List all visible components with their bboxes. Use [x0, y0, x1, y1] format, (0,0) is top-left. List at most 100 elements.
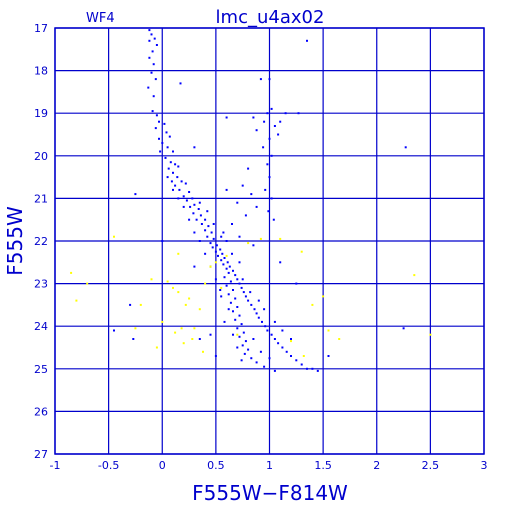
data-point [161, 142, 164, 144]
data-point [222, 263, 225, 266]
data-point [179, 82, 182, 85]
data-point [184, 303, 187, 306]
data-point [172, 171, 174, 174]
data-point [129, 303, 132, 306]
data-point [226, 261, 229, 264]
data-point [263, 308, 266, 311]
y-tick-label: 23 [34, 278, 48, 291]
data-point [166, 146, 169, 149]
data-point [322, 295, 325, 298]
data-point [231, 223, 233, 225]
y-tick-label: 22 [34, 235, 48, 248]
data-point [231, 252, 233, 255]
data-point [232, 310, 234, 313]
data-point [166, 176, 169, 179]
x-axis-title: F555W−F814W [192, 481, 348, 505]
data-point [177, 291, 180, 294]
data-point [163, 122, 166, 125]
data-point [311, 303, 314, 306]
data-point [139, 303, 142, 306]
data-point [311, 367, 314, 370]
data-point [236, 327, 239, 330]
data-point [219, 289, 222, 291]
data-point [198, 201, 201, 204]
data-point [255, 361, 258, 364]
data-point [285, 350, 288, 353]
x-tick-label: -0.5 [98, 459, 119, 472]
data-point [255, 129, 258, 132]
data-point [247, 167, 250, 170]
y-tick-label: 19 [34, 107, 48, 120]
data-point [223, 276, 226, 279]
y-tick-label: 26 [34, 405, 48, 418]
data-point [252, 338, 255, 340]
data-point [182, 205, 185, 208]
data-point [306, 39, 308, 42]
data-point [210, 231, 213, 234]
data-point [150, 71, 153, 74]
data-point [263, 365, 266, 368]
data-point [229, 301, 232, 304]
data-point [217, 254, 219, 257]
data-point [223, 257, 226, 259]
data-point [270, 107, 273, 110]
data-point [259, 78, 262, 81]
data-point [241, 184, 244, 187]
data-point [225, 188, 228, 191]
data-point [151, 50, 154, 53]
data-point [214, 355, 217, 357]
data-point [220, 235, 223, 238]
data-point [273, 338, 276, 340]
data-point [172, 286, 174, 289]
data-point [250, 193, 253, 196]
data-point [198, 240, 201, 242]
data-point [188, 218, 191, 221]
data-point [266, 112, 269, 115]
data-point [185, 199, 188, 202]
data-point [240, 323, 243, 326]
data-point [247, 299, 250, 302]
data-point [290, 340, 292, 343]
data-point [225, 116, 228, 119]
data-point [180, 327, 183, 330]
data-point [270, 333, 273, 336]
data-point [225, 267, 228, 270]
data-point [281, 329, 284, 332]
data-point [70, 271, 73, 274]
data-point [212, 223, 215, 225]
data-point [255, 312, 258, 315]
data-point [150, 33, 153, 36]
data-point [413, 274, 416, 277]
data-point [153, 37, 156, 40]
data-point [223, 320, 226, 323]
data-point [268, 357, 271, 360]
data-point [214, 250, 217, 253]
data-point [182, 342, 185, 345]
data-point [281, 346, 284, 349]
x-tick-labels: -1 -0.5 0 0.5 1 1.5 2 2.5 3 [50, 459, 488, 472]
data-point [238, 314, 241, 317]
data-point [148, 29, 151, 32]
data-point [198, 308, 201, 311]
data-point [155, 346, 158, 349]
data-point [206, 235, 209, 238]
data-point [268, 176, 271, 179]
data-point [172, 188, 174, 191]
data-point [221, 252, 224, 255]
data-point [209, 265, 212, 268]
data-point [279, 120, 282, 123]
data-point [429, 333, 432, 336]
data-point [212, 237, 215, 240]
data-point [238, 282, 241, 285]
data-point [220, 259, 223, 262]
data-point [177, 252, 180, 255]
data-point [225, 284, 228, 287]
data-point [247, 348, 250, 351]
data-point [238, 235, 241, 238]
data-point [220, 286, 223, 289]
data-point [244, 214, 247, 217]
data-point [167, 167, 170, 170]
data-point [234, 274, 237, 277]
data-point [214, 278, 217, 281]
